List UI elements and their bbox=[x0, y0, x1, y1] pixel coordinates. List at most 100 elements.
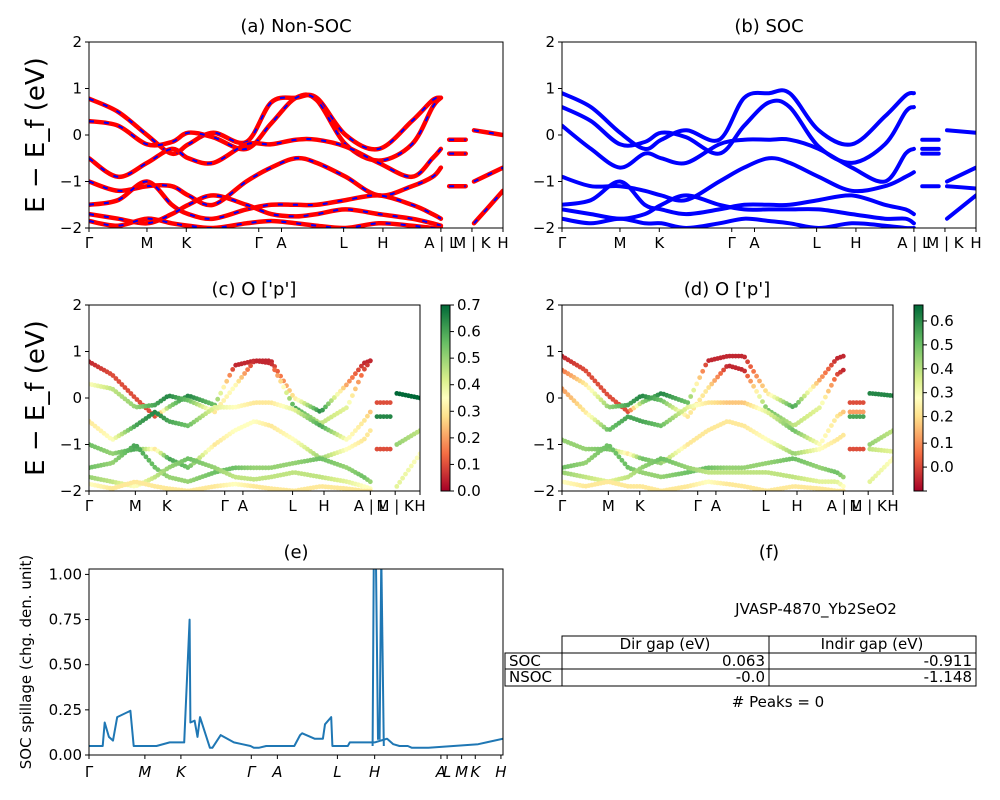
colorbar-d-tick-label: 0.2 bbox=[930, 408, 954, 426]
panel-b-xtick-label: M bbox=[613, 234, 626, 252]
panel-b-ytick-label: 1 bbox=[545, 80, 555, 98]
panel-a-xtick-label: A bbox=[276, 234, 287, 252]
projected-band-point bbox=[367, 428, 373, 433]
panel-e-ytick-label: 1.00 bbox=[49, 565, 82, 583]
projected-band-point bbox=[802, 393, 807, 399]
projected-band-point bbox=[414, 455, 420, 461]
projected-band-point bbox=[353, 386, 358, 392]
projected-band-point bbox=[577, 404, 583, 410]
panel-e-xtick-label: L bbox=[443, 763, 451, 781]
projected-band-point bbox=[367, 479, 373, 485]
projected-band-point bbox=[890, 456, 893, 461]
projected-band-point bbox=[275, 373, 280, 378]
projected-band-point bbox=[742, 354, 747, 360]
projected-band-point bbox=[857, 409, 863, 415]
colorbar-c-tick-label: 0.2 bbox=[457, 429, 481, 447]
projected-band-point bbox=[840, 432, 846, 438]
projected-band-point bbox=[356, 367, 361, 373]
panel-d-title: (d) O ['p'] bbox=[684, 279, 770, 300]
projected-band-point bbox=[359, 421, 364, 427]
projected-band-point bbox=[820, 374, 825, 379]
table-row-soc-dir: 0.063 bbox=[722, 652, 765, 670]
projected-band-point bbox=[890, 428, 893, 433]
projected-band-point bbox=[359, 373, 364, 378]
panel-a-xtick-label: K bbox=[181, 234, 192, 252]
panel-a-ytick-label: 1 bbox=[72, 80, 82, 98]
projected-band-point bbox=[281, 384, 286, 390]
projected-band-point bbox=[230, 386, 236, 392]
projected-band-point bbox=[884, 461, 890, 467]
panel-e-ytick-label: 0.50 bbox=[49, 656, 82, 674]
projected-band-point bbox=[685, 400, 691, 405]
projected-band-point bbox=[323, 404, 328, 410]
panel-e-xtick-label: A bbox=[271, 763, 282, 781]
nsoc-band-line bbox=[89, 92, 444, 163]
projected-band-point bbox=[113, 376, 119, 381]
projected-band-point bbox=[586, 385, 592, 391]
panel-a-xtick-label: A | L bbox=[424, 234, 458, 252]
panel-c-xtick-label: Γ bbox=[221, 497, 230, 515]
projected-band-point bbox=[760, 399, 765, 404]
projected-band-point bbox=[826, 388, 831, 394]
projected-band-point bbox=[350, 375, 355, 380]
projected-band-point bbox=[248, 363, 254, 369]
projected-band-point bbox=[377, 400, 383, 405]
soc-band-line bbox=[945, 165, 976, 184]
projected-band-point bbox=[857, 414, 863, 419]
peaks-count: # Peaks = 0 bbox=[732, 693, 824, 711]
panel-e-ytick-label: 0.00 bbox=[49, 746, 82, 764]
projected-band-point bbox=[592, 378, 598, 384]
projected-band-point bbox=[829, 423, 834, 428]
spillage-line bbox=[89, 618, 503, 749]
projected-band-point bbox=[384, 414, 390, 419]
projected-band-point bbox=[840, 367, 846, 373]
panel-b-xtick-label: Γ bbox=[728, 234, 737, 252]
projected-band-point bbox=[854, 414, 859, 419]
projected-band-point bbox=[565, 392, 571, 398]
projected-band-point bbox=[350, 431, 355, 437]
panel-c-ytick-label: 0 bbox=[72, 389, 82, 407]
projected-band-point bbox=[613, 450, 619, 456]
projected-band-point bbox=[860, 400, 866, 405]
nsoc-band-dash bbox=[473, 190, 503, 224]
projected-band-point bbox=[387, 400, 393, 405]
projected-band-point bbox=[417, 428, 420, 433]
projected-band-point bbox=[134, 443, 140, 449]
colorbar-d-tick-label: 0.4 bbox=[930, 360, 954, 378]
projected-band-point bbox=[805, 390, 810, 396]
projected-band-point bbox=[290, 401, 295, 407]
projected-band-point bbox=[224, 378, 230, 384]
panel-c-xtick-label: K bbox=[162, 497, 173, 515]
panel-d-ytick-label: 0 bbox=[545, 389, 555, 407]
projected-band-point bbox=[400, 475, 405, 481]
panel-a-xtick-label: Γ bbox=[255, 234, 264, 252]
projected-band-point bbox=[796, 399, 801, 405]
projected-band-point bbox=[751, 383, 756, 389]
projected-band-point bbox=[811, 384, 816, 389]
panel-b-ytick-label: −2 bbox=[533, 219, 555, 237]
projected-band-point bbox=[332, 395, 337, 400]
table-header-indir: Indir gap (eV) bbox=[821, 635, 924, 653]
projected-band-point bbox=[817, 405, 822, 411]
panel-a-ytick-label: −1 bbox=[60, 173, 82, 191]
soc-band-line bbox=[562, 179, 916, 217]
nsoc-band-dash bbox=[473, 129, 503, 136]
band-ylabel-top: E − E_f (eV) bbox=[21, 57, 51, 213]
panel-e-xtick-label: H bbox=[495, 763, 506, 781]
projected-band-point bbox=[284, 390, 289, 396]
projected-band-point bbox=[116, 379, 122, 384]
projected-band-point bbox=[721, 367, 726, 373]
panel-f-title: (f) bbox=[759, 542, 779, 563]
spillage-spike bbox=[371, 569, 383, 747]
panel-b-ytick-label: −1 bbox=[533, 173, 555, 191]
projected-band-point bbox=[374, 414, 380, 419]
projected-band-point bbox=[799, 396, 804, 402]
table-header-dir: Dir gap (eV) bbox=[620, 635, 711, 653]
projected-band-point bbox=[829, 362, 834, 368]
panel-b-frame bbox=[561, 41, 977, 229]
projected-band-point bbox=[808, 387, 813, 393]
panel-e-xtick-label: Γ bbox=[247, 763, 257, 781]
projected-band-point bbox=[146, 408, 152, 414]
projected-band-point bbox=[353, 371, 358, 377]
table-cell-2-2 bbox=[768, 668, 977, 687]
